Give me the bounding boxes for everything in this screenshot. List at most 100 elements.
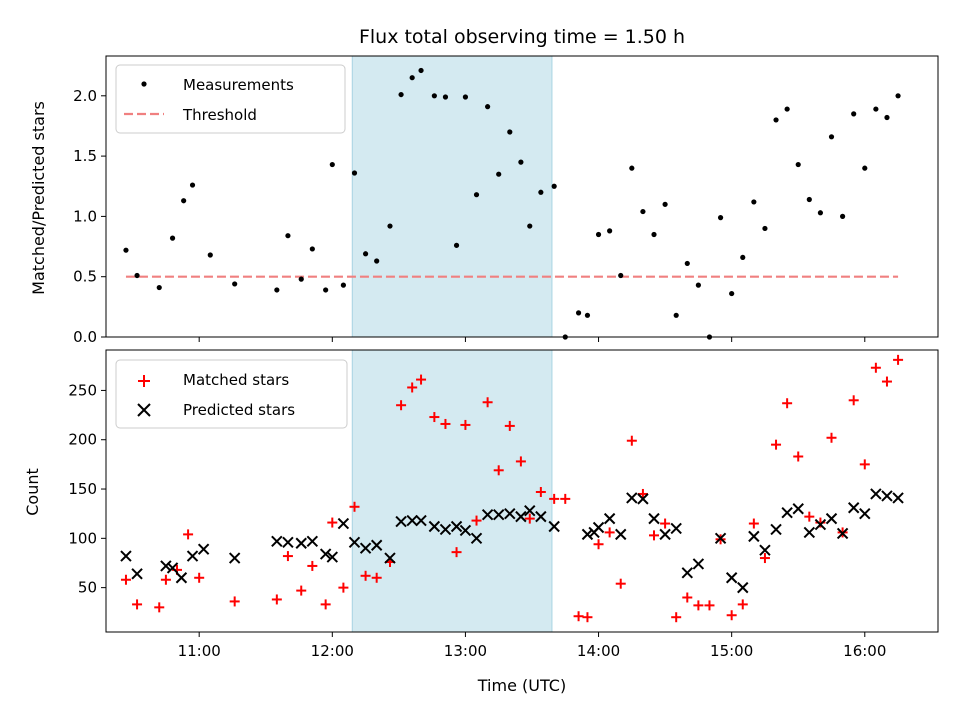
x-tick-label: 15:00	[710, 642, 753, 660]
bottom-axes-frame	[105, 349, 939, 633]
predicted-star-point	[504, 507, 516, 520]
measurement-point	[418, 67, 424, 74]
predicted-star-point	[659, 528, 671, 541]
predicted-star-point	[459, 524, 472, 537]
measurement-point	[895, 93, 901, 99]
matched-star-point	[737, 599, 748, 610]
x-tick-label: 11:00	[178, 642, 221, 660]
predicted-star-point	[759, 544, 771, 556]
matched-star-point	[407, 382, 418, 393]
y-tick-label: 0.5	[73, 268, 97, 286]
measurement-point	[323, 287, 329, 293]
measurement-point	[729, 290, 735, 297]
x-tick-label: 13:00	[444, 642, 487, 660]
x-tick-label: 12:00	[311, 642, 354, 660]
measurement-point	[538, 189, 544, 195]
predicted-star-point	[792, 503, 804, 515]
measurement-point	[431, 93, 437, 99]
predicted-star-point	[384, 552, 396, 564]
predicted-star-point	[814, 518, 827, 531]
matched-star-point	[637, 488, 648, 499]
measurement-point	[453, 242, 460, 248]
measurement-point	[584, 312, 591, 318]
measurement-point	[232, 281, 238, 287]
measurement-point	[340, 282, 346, 288]
bottom-ticks: 50 100 150 200 250 11:00 12:00 13:00 14:00 15:00 1…	[68, 381, 886, 660]
measurement-point	[695, 282, 701, 288]
measurement-point	[374, 258, 380, 264]
measurement-point	[740, 254, 746, 261]
measurement-point	[181, 198, 187, 204]
matched-star-point	[132, 599, 143, 610]
predicted-star-point	[748, 530, 760, 543]
measurement-point	[684, 260, 690, 267]
matched-star-point	[782, 398, 793, 409]
predicted-star-point	[524, 505, 536, 517]
measurement-point	[839, 213, 846, 219]
predicted-star-point	[615, 528, 627, 541]
matched-star-point	[451, 547, 462, 558]
x-axis-label: Time (UTC)	[477, 676, 566, 695]
predicted-star-point	[737, 581, 749, 594]
predicted-star-point	[406, 514, 418, 527]
predicted-star-point	[648, 512, 660, 525]
predicted-star-point	[847, 502, 860, 514]
matched-star-point	[307, 560, 318, 571]
y-tick-label: 2.0	[73, 87, 97, 105]
matched-star-point	[296, 585, 307, 596]
matched-star-point	[120, 574, 131, 585]
measurement-points	[123, 67, 901, 340]
top-ticks: 0.0 0.5 1.0 1.5 2.0	[73, 87, 866, 346]
matched-star-point	[859, 459, 870, 470]
predicted-star-point	[337, 517, 350, 530]
highlight-span	[351, 55, 553, 338]
matched-star-point	[604, 527, 615, 538]
chart-title: Flux total observing time = 1.50 h	[359, 26, 685, 48]
predicted-star-point	[228, 552, 241, 564]
top-axes-frame	[105, 55, 939, 338]
matched-star-point	[154, 602, 165, 613]
y-tick-label: 0.0	[73, 328, 97, 346]
measurement-point	[518, 159, 524, 165]
predicted-star-point	[581, 528, 594, 541]
legend-predicted-marker	[137, 403, 151, 417]
legend-matched-label: Matched stars	[183, 371, 289, 389]
predicted-star-point	[548, 520, 560, 533]
legend-matched-marker	[138, 375, 150, 387]
predicted-star-point	[770, 523, 782, 536]
measurement-point	[795, 161, 801, 168]
measurement-point	[362, 251, 369, 257]
predicted-star-point	[492, 508, 505, 521]
matched-star-point	[804, 511, 815, 522]
legend-measurements-label: Measurements	[183, 76, 294, 94]
predicted-star-point	[370, 539, 383, 551]
matched-star-point	[726, 610, 737, 621]
predicted-star-point	[670, 522, 682, 535]
matched-star-point	[482, 397, 493, 408]
x-tick-label: 16:00	[843, 642, 886, 660]
measurement-point	[123, 247, 129, 253]
measurement-point	[618, 272, 624, 279]
matched-star-point	[815, 517, 826, 528]
matched-star-points	[120, 354, 904, 623]
measurement-point	[207, 252, 213, 258]
measurement-point	[527, 223, 533, 229]
predicted-star-point	[295, 537, 307, 549]
matched-star-point	[194, 572, 205, 583]
legend-predicted-label: Predicted stars	[183, 401, 295, 419]
matched-star-point	[440, 418, 451, 429]
predicted-star-point	[470, 532, 483, 545]
highlight-span	[351, 349, 553, 633]
measurement-point	[595, 231, 602, 238]
measurement-point	[784, 106, 790, 112]
predicted-star-point	[359, 542, 372, 554]
measurement-point	[409, 75, 415, 81]
matched-star-point	[515, 456, 526, 467]
measurement-point	[351, 170, 358, 176]
matched-star-point	[338, 582, 349, 593]
matched-star-point	[881, 376, 892, 387]
y-tick-label: 1.0	[73, 207, 97, 225]
matched-star-point	[493, 465, 504, 476]
measurement-point	[607, 228, 613, 234]
measurement-point	[629, 165, 635, 171]
